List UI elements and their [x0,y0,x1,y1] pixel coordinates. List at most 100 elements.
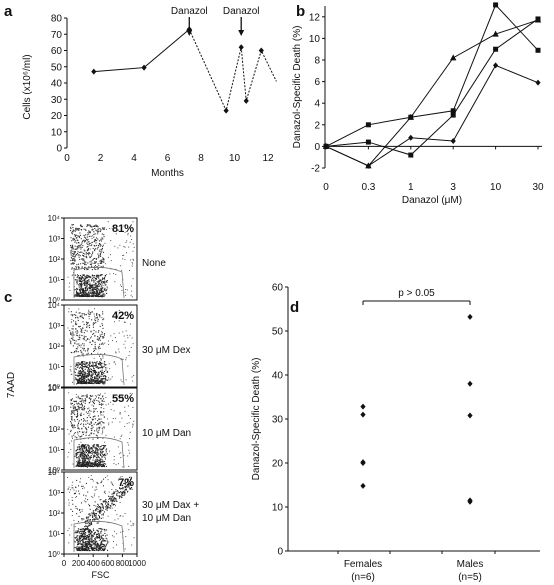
c-event-dot [70,448,72,450]
c-event-dot [73,519,75,521]
c-event-dot [113,491,115,493]
c-event-dot [96,424,98,426]
c-event-dot [72,338,74,340]
c-event-dot [99,361,101,363]
c-event-dot [122,488,124,490]
c-event-dot [113,493,115,495]
c-event-dot [96,290,98,292]
c-event-dot [82,327,84,329]
c-event-dot [129,351,131,353]
c-event-dot [120,265,122,267]
c-event-dot [77,547,79,549]
c-event-dot [93,462,95,464]
c-event-dot [78,374,80,376]
c-event-dot [86,462,88,464]
c-event-dot [83,337,85,339]
c-event-dot [102,293,104,295]
c-event-dot [82,460,84,462]
c-event-dot [102,375,104,377]
c-event-dot [83,413,85,415]
c-event-dot [112,499,114,502]
c-event-dot [103,361,105,363]
c-event-dot [78,373,80,375]
c-event-dot [100,454,102,456]
c-event-dot [93,510,95,512]
c-event-dot [81,380,83,382]
c-event-dot [128,485,130,487]
c-event-dot [126,485,128,487]
b-y-tick-label: 4 [314,99,320,110]
c-event-dot [103,491,105,493]
c-event-dot [96,285,98,287]
c-event-dot [71,398,74,400]
c-event-dot [80,547,82,549]
c-event-dot [81,408,83,411]
c-event-dot [91,541,93,543]
c-event-dot [81,453,83,455]
c-event-dot [96,460,98,462]
c-event-dot [102,287,104,289]
c-event-dot [85,375,87,377]
c-event-dot [78,451,80,453]
c-event-dot [74,408,76,410]
c-event-dot [90,455,92,457]
panel-letter-d: d [290,299,299,316]
c-event-dot [128,422,130,424]
c-event-dot [90,380,92,382]
c-event-dot [102,251,105,253]
c-event-dot [84,458,86,460]
c-event-dot [82,361,84,363]
c-event-dot [82,347,84,349]
c-event-dot [82,549,84,552]
c-event-dot [85,527,87,530]
c-event-dot [91,545,93,547]
c-event-dot [88,374,90,376]
c-event-dot [127,523,129,525]
c-event-dot [97,373,99,375]
c-event-dot [79,447,81,450]
c-event-dot [80,331,82,333]
c-event-dot [85,427,87,429]
c-event-dot [125,536,127,538]
c-event-dot [132,250,134,252]
c-event-dot [107,418,109,420]
c-event-dot [113,456,115,458]
c-event-dot [117,247,119,249]
c-event-dot [87,352,89,354]
c-event-dot [86,516,88,518]
c-event-dot [96,482,98,484]
c-event-dot [108,363,110,365]
c-event-dot [91,352,93,354]
c-event-dot [79,363,81,365]
c-event-dot [75,452,77,455]
c-event-dot [79,373,81,375]
c-event-dot [98,372,100,374]
c-event-dot [121,476,123,478]
c-event-dot [80,294,82,297]
c-event-dot [89,529,91,531]
c-event-dot [100,460,102,462]
c-event-dot [81,242,83,244]
c-event-dot [70,337,72,339]
c-event-dot [81,407,83,409]
c-event-dot [106,286,108,288]
c-event-dot [95,261,97,263]
c-event-dot [76,291,78,293]
c-event-dot [91,285,93,288]
c-event-dot [89,518,91,521]
c-event-dot [82,453,84,455]
c-event-dot [91,229,93,231]
c-event-dot [81,382,83,384]
c-event-dot [94,347,97,349]
a-data-point [141,64,147,71]
c-event-dot [93,529,95,532]
c-event-dot [125,379,127,381]
c-event-dot [75,295,77,297]
c-event-dot [99,382,101,384]
c-event-dot [103,363,105,365]
c-event-dot [84,537,86,539]
c-event-dot [79,295,81,297]
c-event-dot [87,540,89,542]
c-event-dot [78,447,80,449]
c-event-dot [96,378,98,380]
